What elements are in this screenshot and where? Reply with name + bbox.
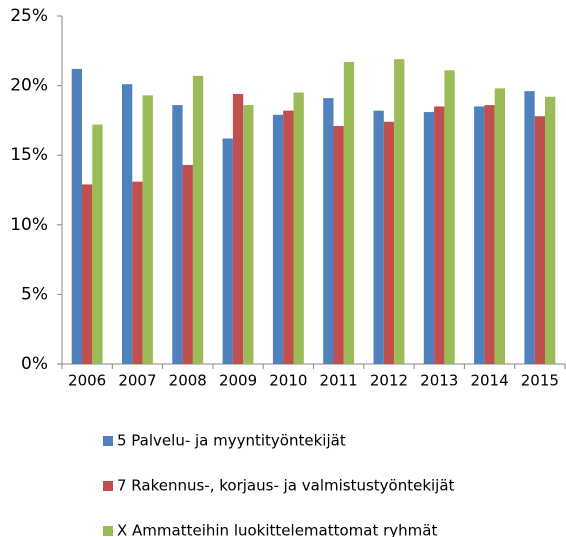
bar	[192, 75, 204, 364]
bar	[283, 110, 294, 364]
bar	[434, 106, 445, 364]
bar	[323, 98, 334, 365]
bar	[142, 95, 153, 365]
bar	[484, 105, 495, 364]
y-tick-label: 0%	[21, 354, 48, 374]
bar	[122, 84, 133, 364]
x-tick-label: 2008	[169, 372, 207, 390]
bar	[293, 92, 304, 364]
legend-label: 5 Palvelu- ja myyntityöntekijät	[117, 432, 346, 450]
y-tick-label: 25%	[10, 6, 48, 26]
bar	[92, 124, 103, 365]
x-tick-label: 2013	[420, 372, 458, 390]
bar	[524, 91, 535, 364]
bar	[444, 70, 455, 365]
bar	[182, 164, 193, 364]
bar	[545, 96, 556, 365]
x-tick-label: 2015	[521, 372, 559, 390]
legend-label: 7 Rakennus-, korjaus- ja valmistustyönte…	[117, 477, 455, 495]
bar	[343, 61, 355, 364]
bar	[132, 181, 143, 364]
bar	[71, 68, 82, 365]
bar	[232, 93, 244, 365]
bar	[333, 125, 344, 364]
x-tick-label: 2014	[470, 372, 508, 390]
y-tick-label: 10%	[10, 215, 48, 235]
legend-swatch	[103, 481, 113, 491]
bar	[243, 105, 254, 364]
x-tick-label: 2007	[118, 372, 156, 390]
legend-swatch	[103, 436, 113, 446]
legend-swatch	[103, 526, 113, 536]
x-tick-label: 2010	[269, 372, 307, 390]
y-tick-label: 20%	[10, 76, 48, 96]
bar	[373, 110, 384, 364]
x-tick-label: 2009	[219, 372, 257, 390]
legend-label: X Ammatteihin luokittelemattomat ryhmät	[117, 522, 437, 537]
x-tick-label: 2006	[68, 372, 106, 390]
bar	[82, 184, 93, 364]
bar	[272, 114, 284, 364]
bar	[222, 138, 233, 364]
bar	[474, 106, 485, 364]
bar	[423, 112, 435, 364]
bar	[172, 105, 183, 364]
x-tick-label: 2011	[320, 372, 358, 390]
y-tick-label: 15%	[10, 145, 48, 165]
bar	[383, 121, 395, 365]
x-tick-label: 2012	[370, 372, 408, 390]
bar	[494, 88, 505, 364]
y-tick-label: 5%	[21, 284, 48, 304]
bar	[394, 59, 405, 364]
bar	[534, 116, 545, 364]
